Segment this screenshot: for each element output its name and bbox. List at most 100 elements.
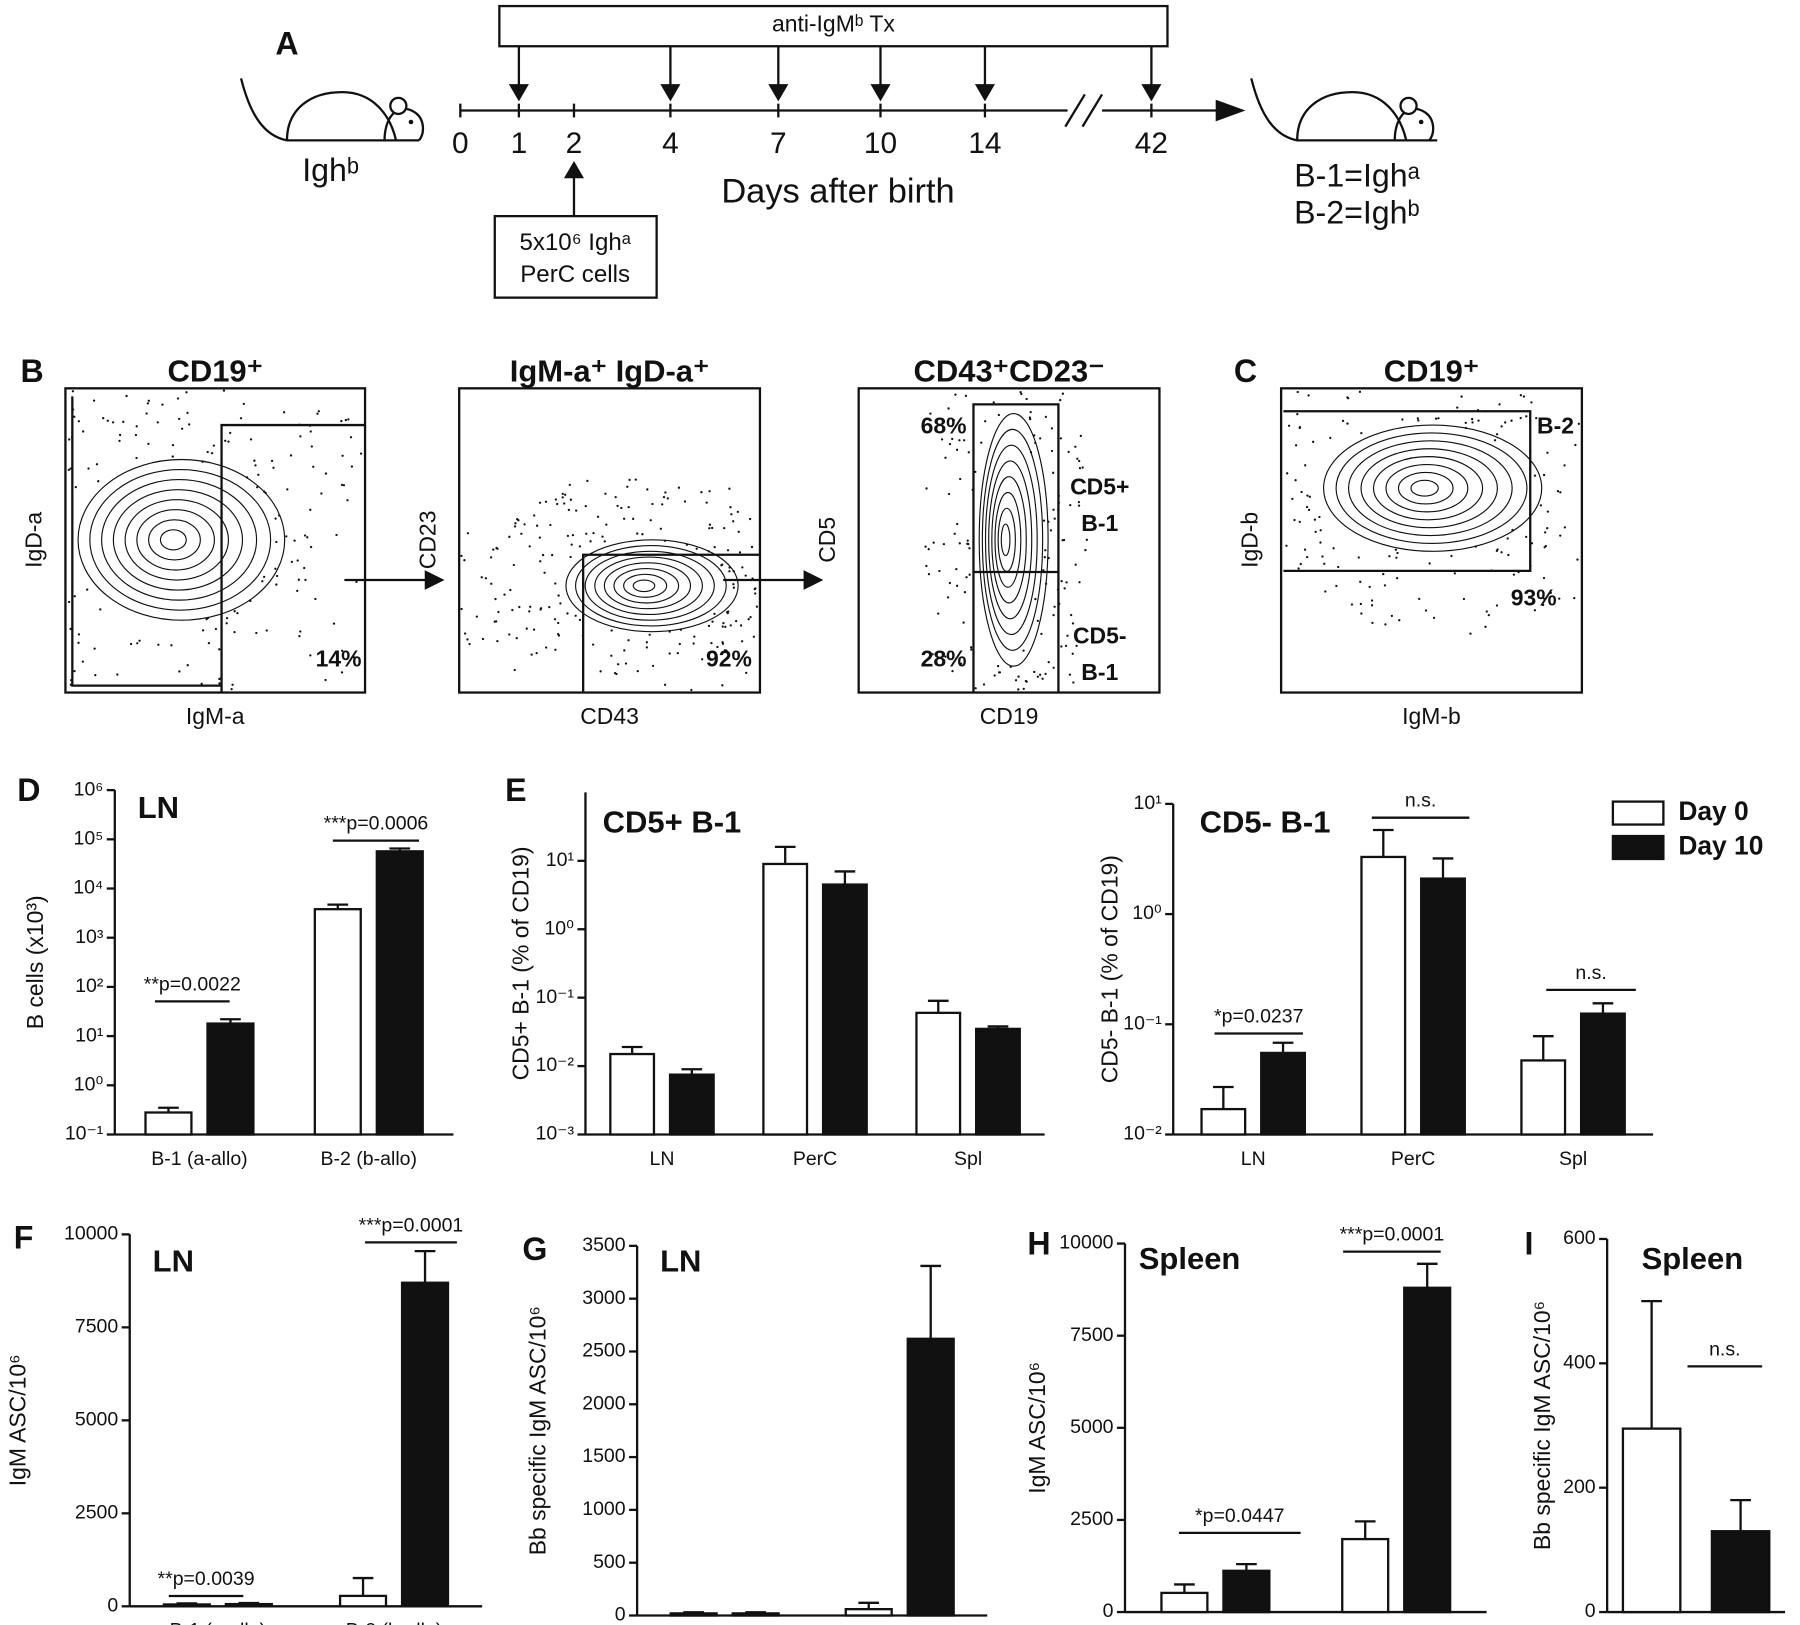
flow-event	[690, 688, 693, 692]
bar	[1579, 1012, 1626, 1136]
flow-event	[497, 610, 500, 614]
flow-event	[1074, 445, 1077, 448]
bar	[731, 1612, 780, 1617]
flow-event	[1298, 426, 1301, 430]
flow-event	[289, 454, 293, 457]
flow-event	[1382, 572, 1385, 576]
flow-event	[201, 629, 205, 632]
flow-event	[664, 491, 667, 494]
flow-event	[707, 624, 711, 628]
flow-event	[270, 459, 274, 463]
flow-event	[347, 418, 350, 421]
significance-label: n.s.	[1575, 962, 1606, 984]
flow-event	[481, 637, 485, 641]
flow-event	[708, 527, 711, 530]
y-axis-label: IgM ASC/10⁶	[1024, 1362, 1050, 1494]
flow-event	[1066, 634, 1069, 637]
flow-contour	[565, 539, 739, 633]
flow-event	[1293, 518, 1296, 522]
flow-contour	[1347, 440, 1513, 537]
flow-event	[1051, 471, 1055, 474]
chart-title: LN	[660, 1243, 701, 1278]
flow-event	[1371, 621, 1374, 625]
flow-event	[726, 610, 729, 614]
panel-letter: I	[1524, 1225, 1533, 1261]
flow-event	[1306, 494, 1309, 497]
bar	[1222, 1569, 1271, 1614]
flow-event	[641, 533, 644, 536]
flow-event	[651, 502, 654, 506]
flow-event	[732, 520, 735, 523]
flow-x-label: IgM-b	[1402, 703, 1461, 729]
flow-event	[1050, 449, 1054, 453]
flow-event	[1437, 417, 1440, 420]
flow-event	[1332, 547, 1335, 550]
bar	[1260, 1051, 1306, 1136]
flow-event	[964, 394, 968, 397]
flow-event	[614, 495, 617, 499]
flow-event	[966, 539, 969, 542]
flow-event	[1450, 554, 1453, 558]
flow-event	[747, 618, 750, 621]
flow-event	[958, 439, 961, 442]
flow-event	[298, 635, 301, 638]
flow-event	[645, 641, 648, 644]
flow-event	[1496, 548, 1499, 551]
flow-event	[710, 526, 714, 530]
flow-event	[723, 527, 726, 530]
flow-event	[1287, 424, 1291, 427]
flow-event	[296, 589, 299, 593]
flow-event	[548, 605, 551, 609]
flow-event	[732, 583, 735, 586]
flow-event	[1081, 466, 1084, 469]
flow-event	[255, 631, 258, 635]
flow-event	[1432, 616, 1436, 620]
flow-contour	[584, 550, 715, 621]
flow-event	[1522, 395, 1526, 398]
mouse-left	[239, 78, 425, 142]
flow-event	[206, 450, 209, 454]
flow-event	[931, 653, 934, 656]
flow-event	[122, 420, 125, 423]
flow-event	[1346, 422, 1349, 425]
day-label: 2	[566, 127, 583, 160]
flow-event	[116, 673, 119, 676]
bar	[668, 1073, 715, 1136]
flow-event	[569, 555, 572, 559]
y-tick-label: 3500	[582, 1234, 626, 1256]
flow-contour	[1385, 463, 1469, 513]
flow-contour	[1323, 424, 1543, 552]
flow-event	[749, 615, 752, 619]
flow-event	[605, 523, 608, 526]
flow-event	[603, 540, 606, 543]
flow-event	[1294, 444, 1298, 447]
flow-event	[1020, 392, 1023, 396]
flow-event	[554, 648, 557, 651]
flow-event	[1519, 416, 1522, 420]
flow-event	[948, 442, 952, 446]
flow-event	[1308, 495, 1311, 498]
flow-event	[82, 430, 85, 433]
flow-contour	[978, 413, 1049, 667]
flow-y-label: IgD-a	[21, 512, 47, 568]
flow-event	[1303, 548, 1307, 551]
flow-event	[1359, 602, 1363, 606]
flow-event	[171, 455, 174, 458]
flow-event	[984, 420, 987, 423]
flow-event	[925, 564, 928, 568]
flow-event	[741, 640, 744, 643]
flow-event	[309, 430, 312, 433]
flow-event	[73, 670, 76, 673]
flow-event	[544, 646, 548, 649]
flow-event	[1383, 584, 1387, 587]
flow-contour	[991, 476, 1027, 604]
flow-event	[304, 578, 307, 582]
flow-event	[620, 506, 623, 510]
flow-event	[940, 438, 944, 441]
flow-event	[1487, 613, 1490, 617]
flow-event	[74, 486, 77, 489]
y-tick-label: 10⁰	[74, 1073, 104, 1095]
flow-event	[1286, 472, 1289, 475]
flow-contour	[124, 499, 230, 581]
flow-event	[962, 621, 965, 624]
